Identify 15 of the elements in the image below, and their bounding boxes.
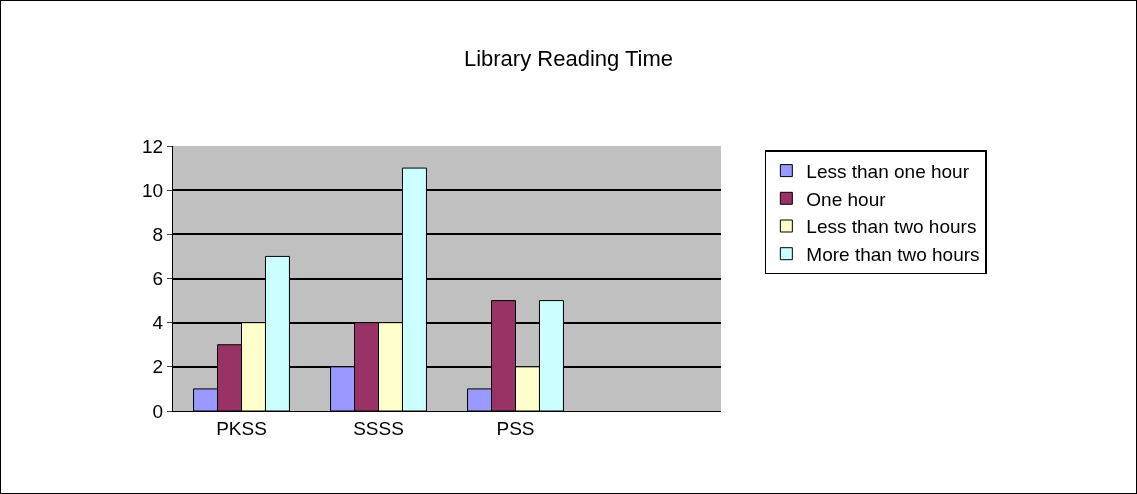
legend-label: More than two hours	[806, 244, 980, 266]
y-tick-label: 10	[142, 179, 164, 201]
y-tick-label: 8	[152, 223, 164, 245]
x-tick-label: PSS	[496, 417, 535, 439]
y-tick-label: 0	[152, 400, 164, 422]
legend-label: One hour	[806, 188, 887, 210]
y-tick-label: 2	[152, 356, 164, 378]
y-tick-label: 12	[142, 135, 164, 157]
chart-title: Library Reading Time	[463, 45, 674, 71]
x-tick-label: PKSS	[216, 417, 267, 439]
legend-label: Less than one hour	[806, 161, 970, 183]
y-tick-label: 6	[152, 268, 164, 290]
legend-label: Less than two hours	[806, 216, 977, 238]
x-tick-label: SSSS	[353, 417, 404, 439]
y-tick-label: 4	[152, 312, 164, 334]
